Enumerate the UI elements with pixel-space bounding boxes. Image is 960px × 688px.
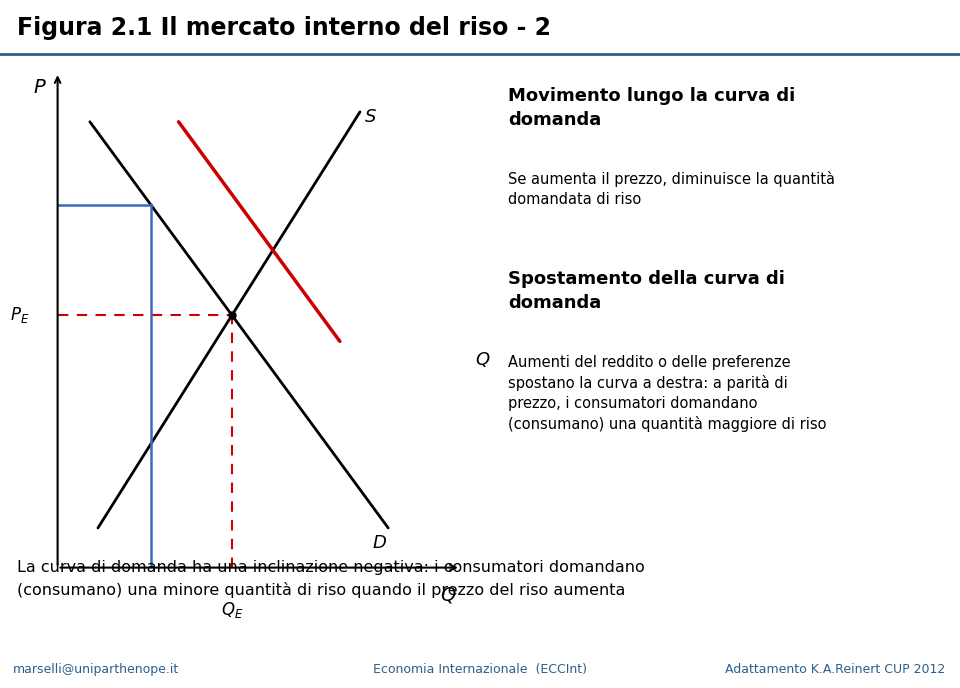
Text: $D$: $D$ [372, 534, 387, 552]
Text: Adattamento K.A.Reinert CUP 2012: Adattamento K.A.Reinert CUP 2012 [725, 663, 946, 676]
Text: Se aumenta il prezzo, diminuisce la quantità
domandata di riso: Se aumenta il prezzo, diminuisce la quan… [508, 171, 835, 207]
Text: marselli@uniparthenope.it: marselli@uniparthenope.it [12, 663, 180, 676]
Text: $S$: $S$ [364, 108, 377, 126]
Text: $P$: $P$ [33, 78, 46, 96]
Text: $Q_E$: $Q_E$ [221, 600, 243, 620]
Text: Aumenti del reddito o delle preferenze
spostano la curva a destra: a parità di
p: Aumenti del reddito o delle preferenze s… [508, 354, 827, 432]
Text: Spostamento della curva di
domanda: Spostamento della curva di domanda [508, 270, 785, 312]
Text: $P_E$: $P_E$ [10, 305, 30, 325]
Text: $Q$: $Q$ [441, 585, 457, 605]
Text: Capitolo II – Il Vantaggio Assoluto: Capitolo II – Il Vantaggio Assoluto [323, 626, 637, 645]
Text: Economia Internazionale  (ECCInt): Economia Internazionale (ECCInt) [373, 663, 587, 676]
Text: La curva di domanda ha una inclinazione negativa: i consumatori domandano
(consu: La curva di domanda ha una inclinazione … [17, 560, 645, 598]
Text: $Q$: $Q$ [475, 350, 491, 369]
Text: Figura 2.1 Il mercato interno del riso - 2: Figura 2.1 Il mercato interno del riso -… [17, 17, 551, 41]
Text: Movimento lungo la curva di
domanda: Movimento lungo la curva di domanda [508, 87, 795, 129]
